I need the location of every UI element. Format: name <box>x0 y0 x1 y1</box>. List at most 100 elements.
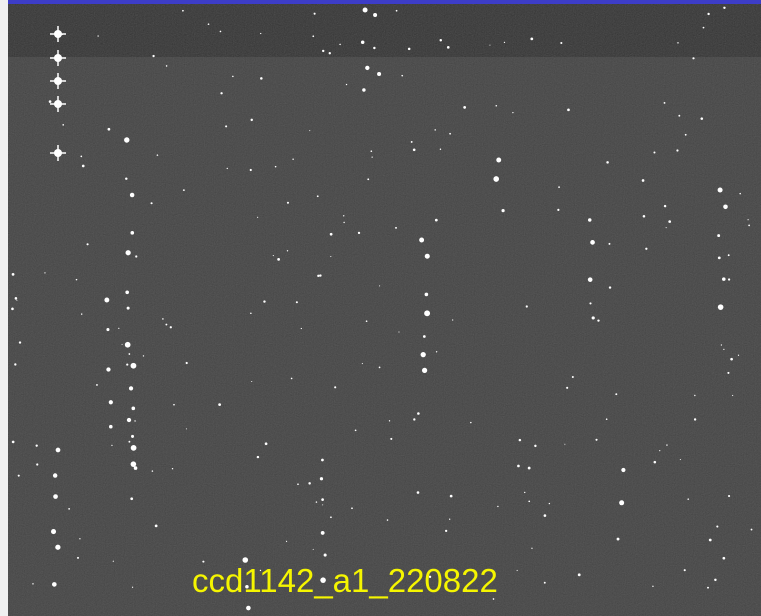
star <box>79 538 80 539</box>
star <box>609 286 611 288</box>
star <box>687 498 689 500</box>
star <box>417 412 420 415</box>
star <box>351 507 353 509</box>
star <box>113 561 114 562</box>
star <box>530 38 533 41</box>
star <box>449 133 451 135</box>
star <box>170 326 172 328</box>
star <box>721 344 722 345</box>
star <box>125 290 129 294</box>
star <box>208 23 210 25</box>
star <box>528 467 531 470</box>
star <box>53 494 58 499</box>
star <box>96 384 98 386</box>
star <box>15 297 18 300</box>
star <box>36 463 38 465</box>
star <box>495 105 497 107</box>
star <box>155 525 158 528</box>
star <box>131 461 137 467</box>
star <box>130 193 135 198</box>
star <box>379 285 380 286</box>
star <box>143 355 144 356</box>
star <box>707 13 709 15</box>
star <box>130 497 133 500</box>
star <box>425 254 430 259</box>
star <box>250 169 252 171</box>
star <box>343 222 344 223</box>
star <box>496 158 501 163</box>
star <box>257 456 259 458</box>
star <box>718 256 721 259</box>
star <box>128 353 130 355</box>
star <box>666 227 667 228</box>
star <box>157 154 159 156</box>
star <box>44 272 45 273</box>
star <box>659 450 660 451</box>
star <box>531 548 532 549</box>
star <box>517 465 520 468</box>
star <box>97 35 98 36</box>
star <box>173 404 175 406</box>
star <box>727 372 729 374</box>
star <box>286 541 287 542</box>
star <box>422 368 427 373</box>
star <box>131 445 137 451</box>
star <box>435 219 438 222</box>
star <box>694 395 695 396</box>
star <box>313 549 314 550</box>
star <box>317 195 319 197</box>
star <box>330 516 332 518</box>
star <box>567 108 570 111</box>
star <box>108 128 111 131</box>
star <box>51 529 56 534</box>
star <box>82 165 85 168</box>
star <box>111 445 112 446</box>
star <box>597 319 599 321</box>
star <box>528 500 530 502</box>
star <box>608 243 610 245</box>
star <box>643 215 646 218</box>
star <box>132 587 133 588</box>
star <box>668 220 671 223</box>
star <box>362 88 365 91</box>
star <box>452 319 453 320</box>
star <box>126 250 131 255</box>
star <box>645 248 647 250</box>
star <box>19 341 21 343</box>
star <box>398 331 399 332</box>
star <box>365 66 369 70</box>
star <box>182 10 184 12</box>
star <box>309 130 310 131</box>
star <box>220 92 222 94</box>
star <box>52 582 57 587</box>
star <box>619 500 624 505</box>
star <box>423 335 426 338</box>
star <box>12 441 15 444</box>
star <box>151 202 153 204</box>
star <box>595 439 597 441</box>
star <box>366 320 368 322</box>
star <box>128 441 130 443</box>
star <box>127 307 130 310</box>
star <box>308 482 310 484</box>
star <box>109 425 113 429</box>
ccd-image <box>0 0 761 616</box>
star <box>312 35 314 37</box>
star <box>501 209 504 212</box>
star <box>343 215 344 216</box>
star <box>109 400 113 404</box>
star <box>220 31 222 33</box>
star <box>716 525 718 527</box>
star <box>748 224 750 226</box>
star <box>419 238 424 243</box>
star <box>589 302 591 304</box>
top-border <box>0 0 761 4</box>
star <box>621 468 625 472</box>
star <box>572 376 574 378</box>
star <box>68 508 70 510</box>
star <box>275 166 277 168</box>
star <box>450 495 453 498</box>
star <box>664 205 666 207</box>
star <box>606 418 608 420</box>
star <box>265 442 268 445</box>
